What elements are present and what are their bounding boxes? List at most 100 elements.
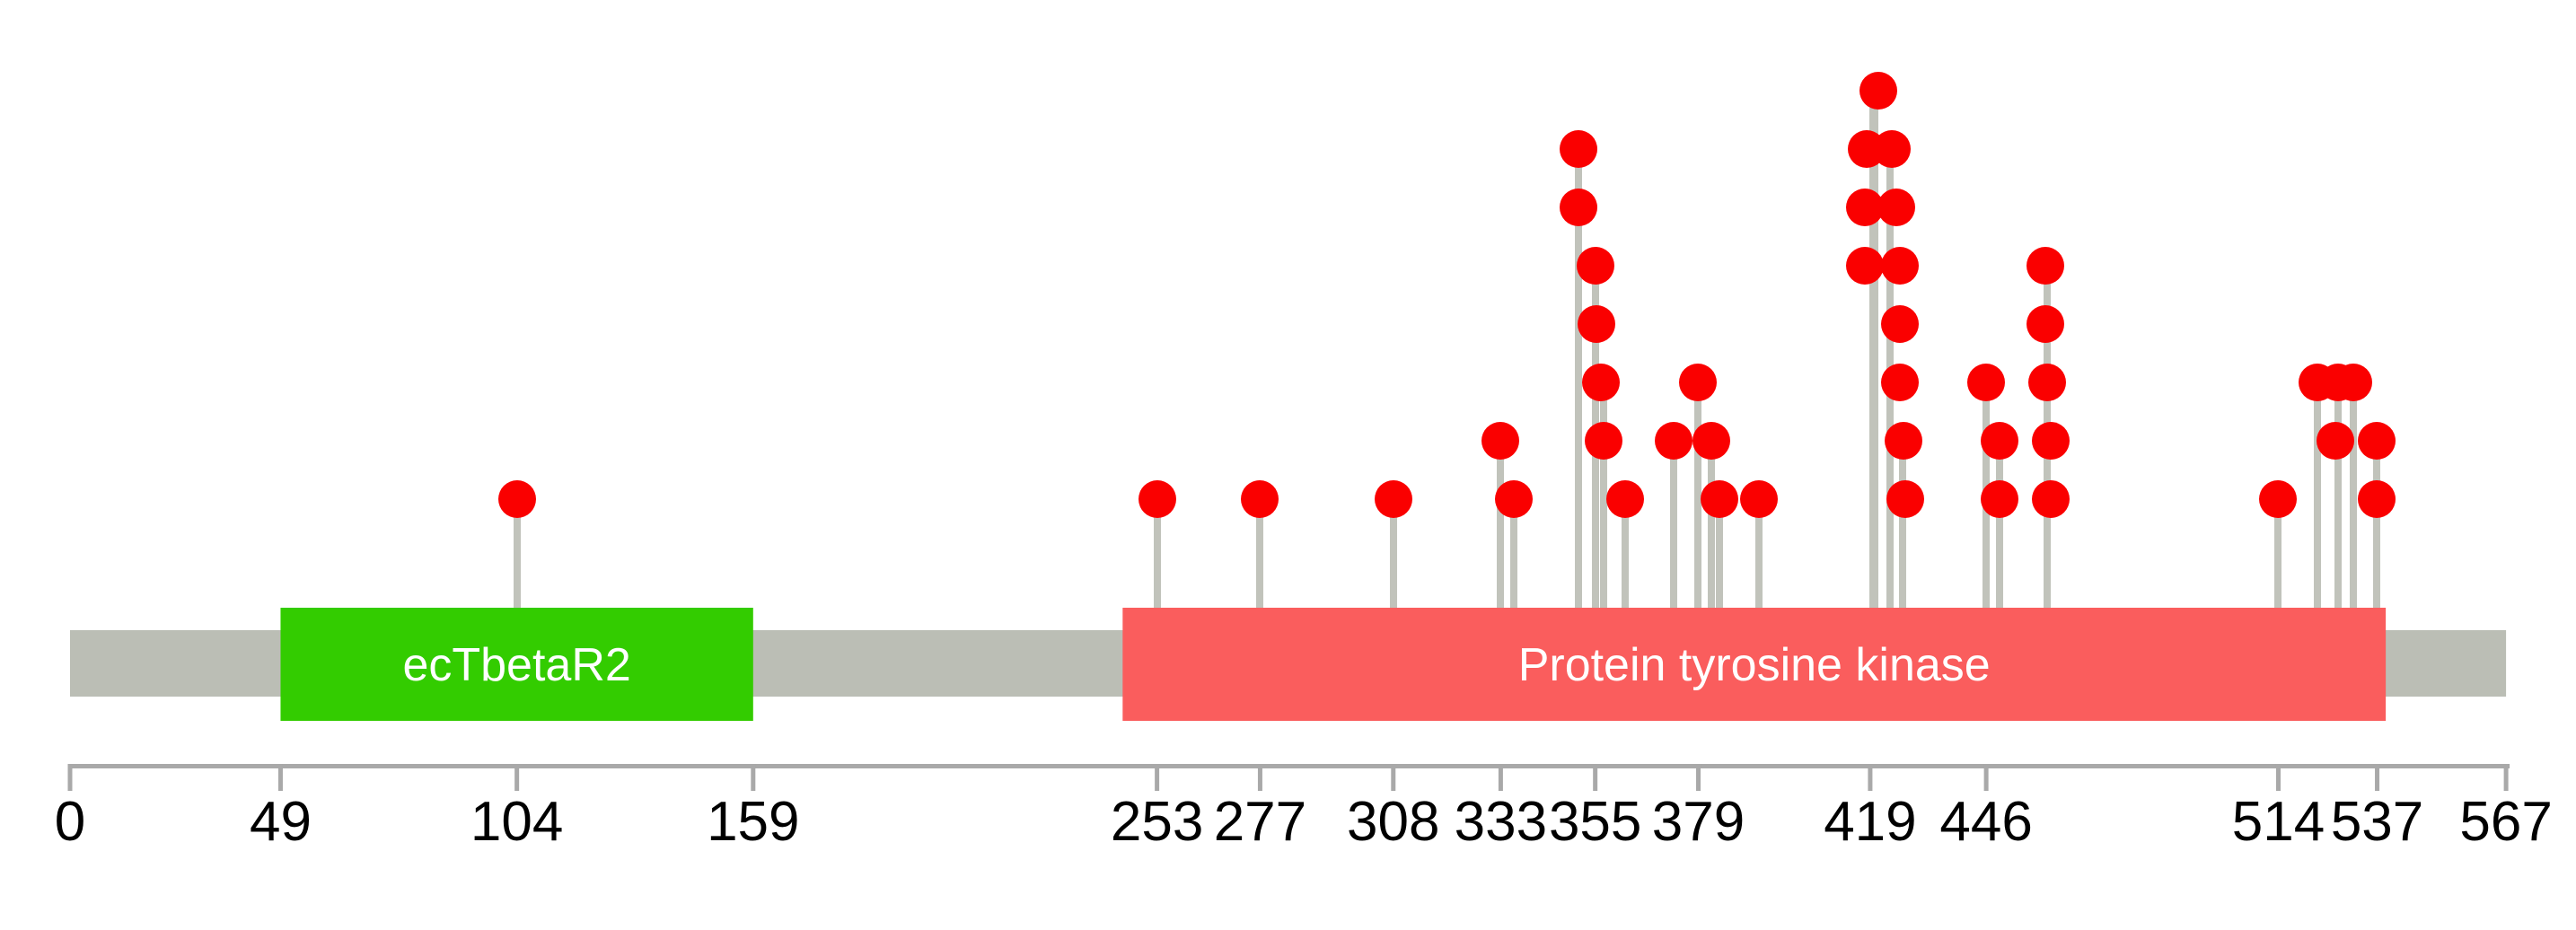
domain-box-protein-tyrosine-kinase xyxy=(1122,608,2387,721)
mutation-circle-351 xyxy=(1560,189,1597,226)
mutation-circle-419 xyxy=(1859,72,1897,110)
axis-tick-253 xyxy=(1155,764,1160,791)
lollipop-sticks xyxy=(514,91,2380,621)
mutation-circle-393 xyxy=(1740,480,1778,518)
lollipop-stick xyxy=(2373,441,2380,621)
lollipop-stick xyxy=(1708,441,1715,621)
lollipop-stick xyxy=(1996,441,2003,621)
lollipop-stick xyxy=(1694,382,1701,621)
mutation-circle-424 xyxy=(1873,130,1911,168)
lollipop-stick xyxy=(2274,499,2281,621)
lollipop-stick xyxy=(1755,499,1763,621)
axis-tick-308 xyxy=(1391,764,1396,791)
mutation-circle-308 xyxy=(1375,480,1412,518)
mutation-circles xyxy=(498,72,2396,518)
mutation-circle-355 xyxy=(1578,305,1615,343)
lollipop-stick xyxy=(2334,382,2342,621)
mutation-circle-357 xyxy=(1582,364,1620,401)
mutation-circle-424 xyxy=(1881,364,1919,401)
axis-tick-537 xyxy=(2375,764,2380,791)
axis-tick-0 xyxy=(67,764,73,791)
axis-tick-label-379: 379 xyxy=(1652,791,1745,853)
axis-tick-419 xyxy=(1868,764,1873,791)
lollipop-stick xyxy=(1716,499,1723,621)
mutation-circle-537 xyxy=(2358,422,2396,460)
axis-tick-label-277: 277 xyxy=(1214,791,1306,853)
mutation-circle-460 xyxy=(2027,247,2064,285)
mutation-circle-449 xyxy=(1981,422,2018,460)
axis-tick-label-514: 514 xyxy=(2232,791,2325,853)
mutation-circle-514 xyxy=(2259,480,2297,518)
mutation-circle-446 xyxy=(1967,364,2005,401)
mutation-circle-424 xyxy=(1881,305,1919,343)
mutation-circle-424 xyxy=(1877,189,1915,226)
axis-tick-49 xyxy=(277,764,283,791)
axis-tick-104 xyxy=(514,764,520,791)
domain-label-protein-tyrosine-kinase: Protein tyrosine kinase xyxy=(1518,639,1991,691)
lollipop-stick xyxy=(1575,149,1582,621)
mutation-circle-384 xyxy=(1701,480,1738,518)
lollipop-stick xyxy=(514,499,521,621)
axis-line xyxy=(70,764,2510,768)
x-axis: 0 49 104 159 253 277 308 333 355 379 419 446 514 537 5… xyxy=(55,764,2553,853)
axis-tick-label-419: 419 xyxy=(1824,791,1916,853)
axis-tick-355 xyxy=(1593,764,1598,791)
mutation-circle-427 xyxy=(1885,422,1922,460)
mutation-circle-424 xyxy=(1881,247,1919,285)
mutation-circle-419 xyxy=(1846,189,1884,226)
axis-tick-label-0: 0 xyxy=(55,791,85,853)
mutation-circle-460 xyxy=(2028,364,2066,401)
axis-tick-label-567: 567 xyxy=(2459,791,2552,853)
lollipop-stick xyxy=(1670,441,1677,621)
lollipop-stick xyxy=(1154,499,1161,621)
axis-tick-label-333: 333 xyxy=(1455,791,1547,853)
mutation-circle-382 xyxy=(1692,422,1730,460)
mutation-circle-253 xyxy=(1139,480,1176,518)
axis-tick-label-253: 253 xyxy=(1111,791,1203,853)
mutation-circle-277 xyxy=(1241,480,1279,518)
axis-tick-label-49: 49 xyxy=(250,791,312,853)
mutation-circle-537 xyxy=(2358,480,2396,518)
lollipop-stick xyxy=(2314,382,2321,621)
axis-tick-label-537: 537 xyxy=(2331,791,2423,853)
mutation-circle-419 xyxy=(1846,247,1884,285)
lollipop-stick xyxy=(1600,382,1607,621)
lollipop-stick xyxy=(1497,441,1504,621)
axis-tick-333 xyxy=(1498,764,1503,791)
domain-label-ecTbetaR2: ecTbetaR2 xyxy=(402,639,630,691)
lollipop-stick xyxy=(2350,382,2357,621)
lollipop-stick xyxy=(1899,441,1906,621)
mutation-circle-355 xyxy=(1577,247,1614,285)
mutation-circle-528 xyxy=(2317,422,2354,460)
mutation-circle-532 xyxy=(2334,364,2372,401)
axis-tick-label-159: 159 xyxy=(707,791,799,853)
axis-tick-567 xyxy=(2503,764,2509,791)
axis-tick-label-308: 308 xyxy=(1347,791,1439,853)
mutation-circle-379 xyxy=(1679,364,1717,401)
axis-tick-159 xyxy=(751,764,756,791)
mutation-circle-460 xyxy=(2032,422,2070,460)
mutation-circle-460 xyxy=(2032,480,2070,518)
lollipop-stick xyxy=(1390,499,1397,621)
lollipop-stick xyxy=(1256,499,1263,621)
domain-box-ecTbetaR2 xyxy=(280,608,753,721)
axis-tick-514 xyxy=(2275,764,2281,791)
axis-tick-label-446: 446 xyxy=(1939,791,2032,853)
axis-tick-446 xyxy=(1983,764,1989,791)
lollipop-stick xyxy=(1869,91,1878,621)
mutation-circle-427 xyxy=(1886,480,1924,518)
mutation-circle-351 xyxy=(1560,130,1597,168)
mutation-circle-333 xyxy=(1481,422,1519,460)
axis-tick-277 xyxy=(1257,764,1262,791)
axis-tick-379 xyxy=(1696,764,1701,791)
axis-tick-label-104: 104 xyxy=(470,791,563,853)
mutation-circle-460 xyxy=(2027,305,2064,343)
mutation-circle-362 xyxy=(1606,480,1644,518)
lollipop-stick xyxy=(1622,499,1629,621)
mutation-circle-104 xyxy=(498,480,536,518)
mutation-circle-336 xyxy=(1495,480,1533,518)
lollipop-stick xyxy=(1510,499,1517,621)
mutation-circle-373 xyxy=(1655,422,1692,460)
